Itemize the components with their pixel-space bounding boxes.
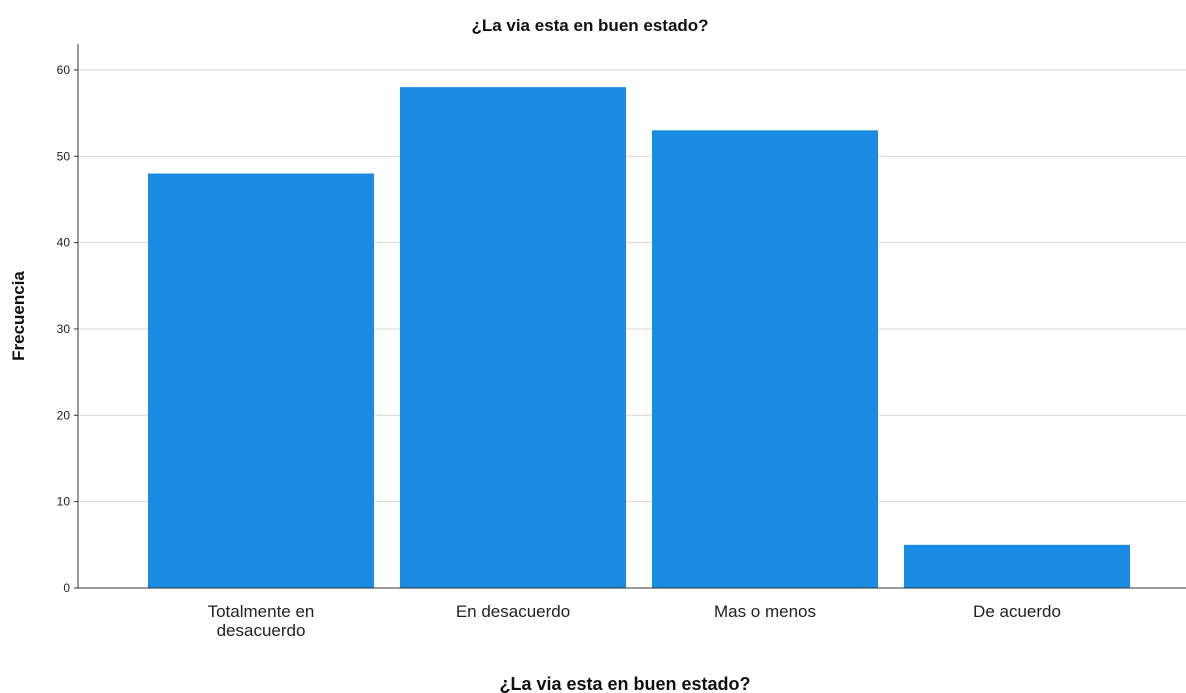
y-tick-label: 40 [57,236,71,250]
bar [652,130,878,588]
bar [400,87,626,588]
bar [904,544,1130,588]
chart-title: ¿La via esta en buen estado? [471,16,708,35]
x-category-label: De acuerdo [973,602,1061,621]
y-tick-label: 60 [57,63,71,77]
bar [148,173,374,588]
y-tick-label: 0 [63,581,70,595]
y-tick-label: 50 [57,149,71,163]
y-tick-label: 30 [57,322,71,336]
bars [148,87,1130,588]
y-tick-label: 10 [57,495,71,509]
x-axis-labels: Totalmente en desacuerdo En desacuerdo Mas … [208,602,1061,640]
y-tick-label: 20 [57,408,71,422]
x-category-label: En desacuerdo [456,602,570,621]
x-category-label: Mas o menos [714,602,816,621]
y-axis-ticks: 0 10 20 30 40 50 60 [57,63,78,595]
y-axis-title: Frecuencia [9,271,28,361]
x-category-label: Totalmente en desacuerdo [208,602,315,640]
x-axis-title: ¿La via esta en buen estado? [499,674,750,693]
